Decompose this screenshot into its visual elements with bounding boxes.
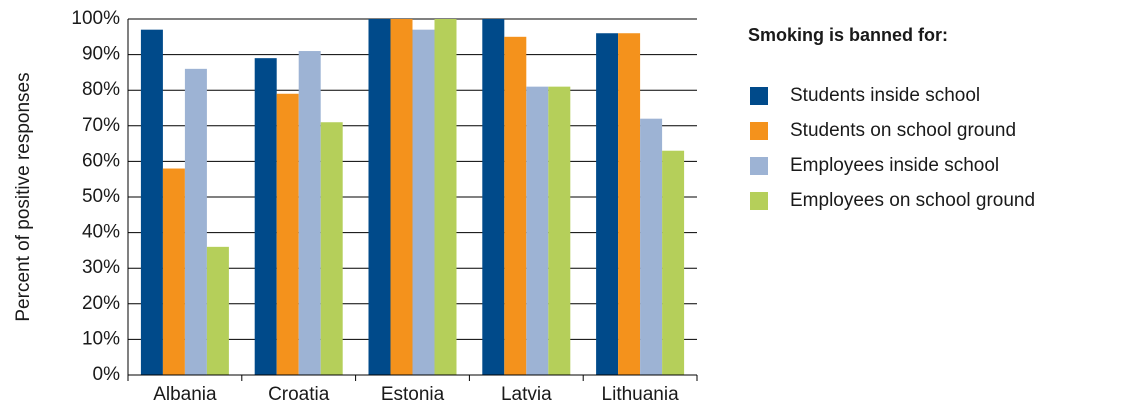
x-tick-label: Croatia	[268, 384, 330, 405]
bar	[434, 19, 457, 375]
y-tick-label: 80%	[82, 79, 120, 100]
bar	[298, 51, 321, 375]
bar	[162, 168, 185, 375]
legend-title: Smoking is banned for:	[748, 25, 948, 45]
y-tick-label: 70%	[82, 115, 120, 136]
bar	[140, 29, 163, 376]
bar	[526, 86, 549, 375]
x-tick-label: Latvia	[501, 384, 552, 405]
bar	[390, 19, 413, 375]
x-tick-label: Lithuania	[602, 384, 680, 405]
legend-swatch	[750, 157, 768, 175]
bar	[320, 122, 343, 376]
y-tick-label: 50%	[82, 186, 120, 207]
legend-swatch	[750, 122, 768, 140]
bar	[618, 33, 641, 376]
bar	[662, 150, 685, 375]
y-axis-label: Percent of positive responses	[13, 72, 34, 321]
legend-label: Employees inside school	[790, 155, 999, 176]
bar	[482, 19, 505, 375]
x-tick-label: Albania	[153, 384, 217, 405]
legend-label: Students inside school	[790, 85, 980, 106]
y-tick-label: 40%	[82, 222, 120, 243]
legend-swatch	[750, 87, 768, 105]
y-tick-label: 100%	[71, 8, 120, 29]
y-tick-label: 60%	[82, 150, 120, 171]
y-tick-label: 20%	[82, 293, 120, 314]
bar	[596, 33, 619, 376]
y-tick-label: 90%	[82, 44, 120, 65]
legend-label: Students on school ground	[790, 120, 1016, 141]
bar	[206, 246, 229, 375]
bar	[276, 93, 299, 375]
bar	[504, 36, 527, 376]
bar	[184, 68, 207, 375]
legend-label: Employees on school ground	[790, 190, 1035, 211]
bar	[412, 29, 435, 376]
legend-swatch	[750, 192, 768, 210]
y-tick-label: 30%	[82, 257, 120, 278]
bar	[640, 118, 663, 376]
y-tick-label: 0%	[93, 364, 121, 385]
bar	[548, 86, 571, 375]
x-tick-label: Estonia	[381, 384, 445, 405]
y-tick-label: 10%	[82, 328, 120, 349]
bar	[368, 19, 391, 375]
bar	[254, 58, 277, 375]
